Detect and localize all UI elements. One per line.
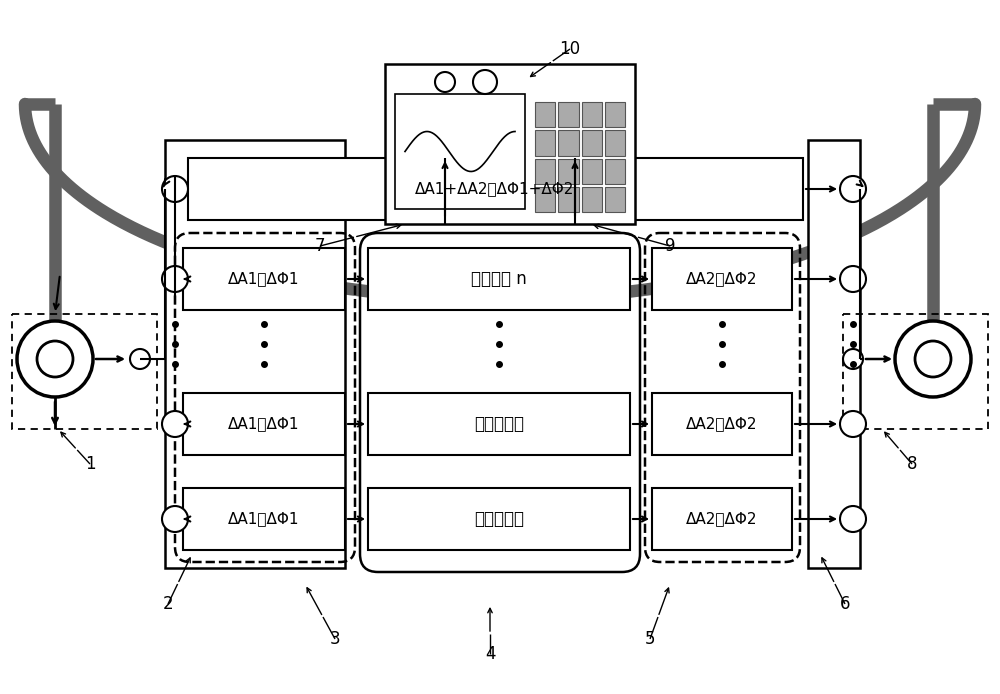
Bar [535,158,555,184]
Text: 7: 7 [315,237,325,255]
Text: 9: 9 [665,237,675,255]
Bar [368,488,630,550]
Text: ΔA2，ΔΦ2: ΔA2，ΔΦ2 [686,271,758,287]
Bar [582,102,602,127]
Text: 8: 8 [907,455,917,473]
Circle shape [840,176,866,202]
Circle shape [843,349,863,369]
Bar [582,130,602,155]
Bar [395,94,525,209]
Bar [582,187,602,212]
Bar [582,158,602,184]
Circle shape [162,266,188,292]
Text: 10: 10 [559,40,581,58]
Circle shape [162,411,188,437]
Text: 6: 6 [840,595,850,613]
Text: ΔA1+ΔA2，ΔΦ1+ΔΦ2: ΔA1+ΔA2，ΔΦ1+ΔΦ2 [415,182,575,196]
Bar [605,102,625,127]
Text: 4: 4 [485,645,495,663]
Text: 实验模块一: 实验模块一 [474,510,524,528]
Circle shape [915,341,951,377]
Bar [535,130,555,155]
Text: 3: 3 [330,630,340,648]
Bar [183,393,345,455]
Bar [558,187,578,212]
Bar [385,64,635,224]
Circle shape [435,72,455,92]
Circle shape [840,266,866,292]
Bar [535,187,555,212]
Bar [652,248,792,310]
Text: ΔA1，ΔΦ1: ΔA1，ΔΦ1 [228,511,300,527]
Bar [368,393,630,455]
Circle shape [840,506,866,532]
Bar [605,158,625,184]
Text: ΔA2，ΔΦ2: ΔA2，ΔΦ2 [686,511,758,527]
Text: 1: 1 [85,455,95,473]
Bar [652,488,792,550]
Circle shape [473,70,497,94]
Bar [558,102,578,127]
Bar [843,314,988,429]
Circle shape [895,321,971,397]
Bar [558,130,578,155]
Bar [535,102,555,127]
Text: 实验模块 n: 实验模块 n [471,270,527,288]
Bar [808,140,860,568]
Text: ΔA2，ΔΦ2: ΔA2，ΔΦ2 [686,416,758,432]
Bar [558,158,578,184]
Text: ΔA1，ΔΦ1: ΔA1，ΔΦ1 [228,416,300,432]
Circle shape [840,411,866,437]
Bar [183,488,345,550]
Bar [368,248,630,310]
Circle shape [130,349,150,369]
Text: ΔA1，ΔΦ1: ΔA1，ΔΦ1 [228,271,300,287]
Bar [652,393,792,455]
Text: 2: 2 [163,595,173,613]
Bar [12,314,157,429]
Bar [605,130,625,155]
Text: 实验模块二: 实验模块二 [474,415,524,433]
Circle shape [162,506,188,532]
Circle shape [162,176,188,202]
Bar [605,187,625,212]
Circle shape [17,321,93,397]
Circle shape [37,341,73,377]
Bar [165,140,345,568]
Bar [183,248,345,310]
Text: 5: 5 [645,630,655,648]
Bar [188,158,803,220]
